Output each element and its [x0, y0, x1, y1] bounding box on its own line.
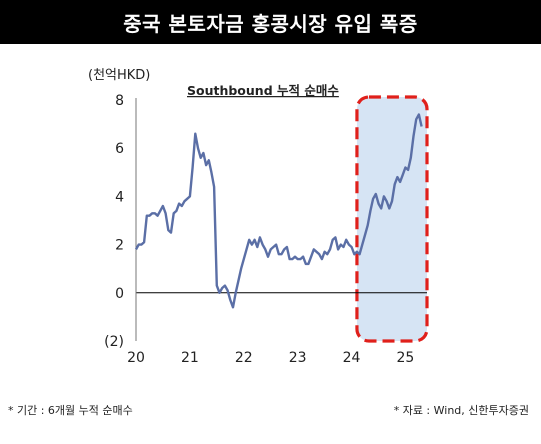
y-tick-label: 8	[115, 93, 124, 109]
y-tick-label: 2	[115, 238, 124, 254]
y-tick-label: (2)	[104, 334, 124, 350]
banner-title: 중국 본토자금 홍콩시장 유입 폭증	[0, 0, 541, 44]
highlight-region	[355, 95, 429, 343]
x-tick-label: 22	[235, 350, 253, 366]
x-tick-label: 25	[397, 350, 415, 366]
x-tick-label: 23	[289, 350, 307, 366]
chart-title: Southbound 누적 순매수	[187, 83, 339, 98]
footnote-source: * 자료 : Wind, 신한투자증권	[393, 404, 529, 417]
x-tick-label: 21	[181, 350, 199, 366]
footnote-period: * 기간 : 6개월 누적 순매수	[8, 404, 133, 417]
x-tick-label: 24	[343, 350, 361, 366]
y-axis-unit-label: (천억HKD)	[88, 68, 150, 83]
y-tick-label: 6	[115, 141, 124, 157]
x-tick-label: 20	[127, 350, 145, 366]
y-tick-label: 4	[115, 189, 124, 205]
series-line	[134, 113, 423, 309]
y-tick-label: 0	[115, 286, 124, 302]
